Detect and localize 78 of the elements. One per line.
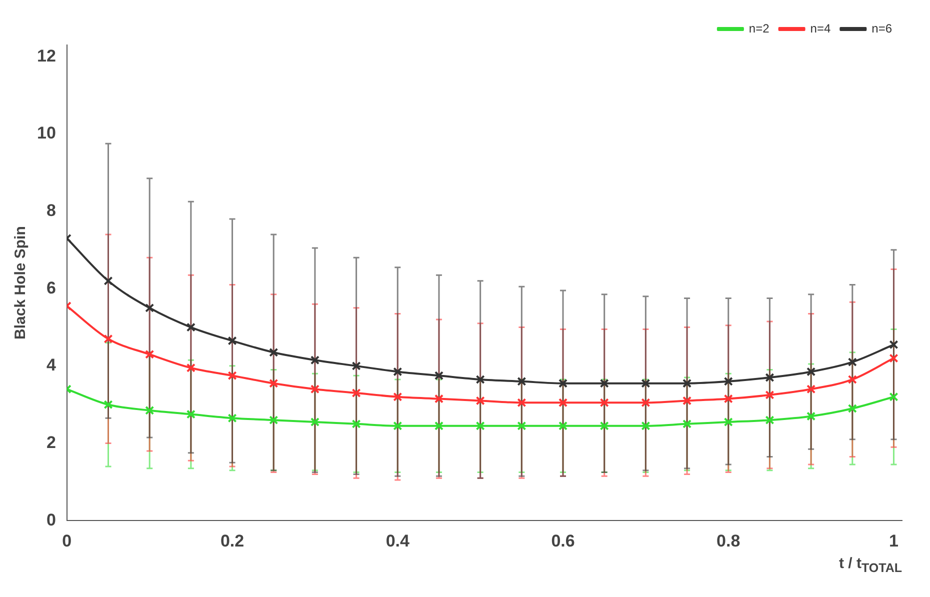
point — [228, 371, 237, 380]
y-tick-label: 2 — [46, 432, 56, 452]
point — [186, 322, 196, 332]
point — [145, 350, 154, 359]
point — [145, 303, 154, 312]
point — [889, 392, 898, 402]
point — [517, 421, 526, 430]
point — [352, 361, 361, 370]
point — [848, 374, 857, 384]
point — [806, 384, 816, 394]
point — [641, 398, 650, 408]
point — [682, 378, 692, 388]
y-tick-label: 8 — [46, 200, 56, 220]
point — [269, 416, 278, 425]
point — [806, 412, 816, 421]
point — [600, 398, 609, 408]
x-tick-label: 0.6 — [551, 531, 575, 550]
legend-label: n=6 — [872, 21, 892, 36]
point — [145, 406, 154, 415]
point — [806, 367, 816, 376]
point — [104, 276, 113, 286]
y-axis-title: Black Hole Spin — [12, 226, 30, 340]
legend-label: n=2 — [748, 21, 770, 36]
point — [724, 417, 733, 427]
point — [848, 358, 857, 367]
point — [434, 371, 444, 380]
point — [393, 367, 402, 376]
point — [104, 334, 113, 344]
point — [393, 421, 402, 430]
point — [517, 376, 526, 386]
point — [269, 348, 278, 357]
point — [724, 376, 733, 386]
point — [476, 421, 485, 430]
point — [848, 404, 857, 413]
y-tick-label: 10 — [36, 124, 56, 143]
point — [434, 421, 444, 430]
point — [889, 354, 898, 363]
point — [682, 396, 692, 406]
x-axis-title: t / t$_{TOTAL}$ — [838, 555, 903, 575]
point — [186, 410, 196, 419]
point — [434, 394, 444, 404]
point — [558, 421, 568, 430]
point — [558, 398, 568, 408]
y-tick-label: 4 — [46, 356, 56, 375]
point — [765, 373, 774, 382]
point — [765, 416, 774, 425]
x-tick-label: 0.4 — [386, 531, 410, 550]
point — [682, 419, 692, 428]
point — [186, 363, 196, 372]
x-tick-label: 0 — [62, 531, 72, 550]
point — [104, 400, 113, 410]
y-tick-label: 6 — [46, 278, 56, 298]
x-tick-label: 1 — [888, 531, 898, 550]
point — [393, 392, 402, 402]
point — [476, 374, 485, 384]
point — [228, 414, 237, 423]
legend-label: n=4 — [810, 21, 831, 36]
y-tick-label: 0 — [46, 510, 56, 530]
point — [600, 421, 609, 430]
point — [476, 396, 485, 406]
point — [889, 340, 898, 350]
point — [641, 421, 650, 430]
point — [310, 417, 320, 427]
point — [600, 378, 609, 388]
point — [765, 390, 774, 400]
point — [641, 378, 650, 388]
point — [517, 398, 526, 408]
point — [269, 378, 278, 388]
x-tick-label: 0.8 — [716, 531, 740, 550]
point — [724, 394, 733, 404]
point — [310, 384, 320, 394]
point — [558, 378, 568, 388]
point — [352, 419, 361, 428]
x-tick-label: 0.2 — [220, 531, 244, 550]
point — [352, 388, 361, 398]
point — [310, 356, 320, 365]
y-tick-label: 12 — [36, 46, 56, 66]
point — [228, 336, 237, 346]
